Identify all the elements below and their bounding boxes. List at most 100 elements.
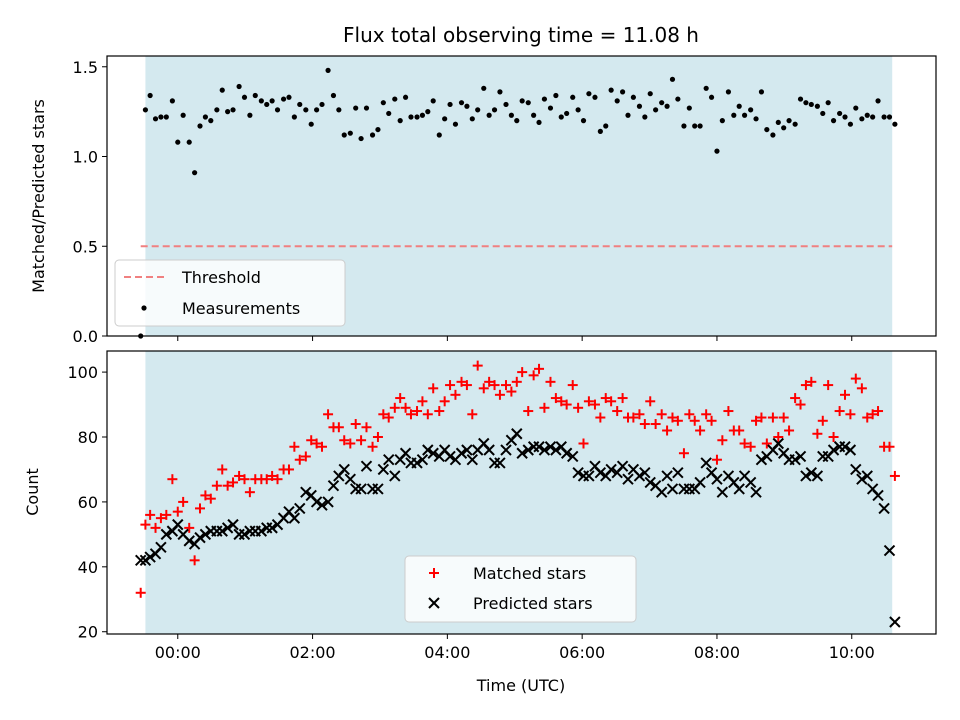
matched-star-marker: [422, 409, 433, 420]
measurement-point: [853, 105, 859, 111]
predicted-star-marker: [583, 470, 595, 482]
legend-matched-swatch: [429, 568, 439, 578]
matched-star-marker: [339, 435, 350, 446]
measurement-point: [497, 89, 503, 95]
matched-star-marker: [523, 406, 534, 417]
measurement-point: [731, 112, 737, 118]
measurement-point: [892, 121, 898, 127]
legend-matched-label: Matched stars: [473, 564, 586, 583]
measurement-point: [192, 170, 198, 176]
measurement-point: [397, 118, 403, 124]
matched-star-marker: [517, 367, 528, 378]
matched-star-marker: [539, 402, 550, 413]
matched-star-marker: [662, 425, 673, 436]
predicted-star-marker: [266, 522, 278, 534]
measurement-point: [536, 119, 542, 126]
matched-star-marker: [395, 393, 406, 404]
predicted-star-marker: [134, 554, 147, 567]
legend-threshold-label: Threshold: [181, 268, 261, 287]
measurement-point: [219, 87, 225, 93]
predicted-star-marker: [372, 483, 384, 495]
predicted-star-marker: [733, 483, 745, 495]
measurement-point: [875, 98, 881, 104]
ratio-x-ticks: [177, 336, 853, 341]
measurement-point: [208, 118, 214, 124]
measurement-point: [820, 110, 826, 117]
measurement-point: [319, 101, 325, 108]
measurement-point: [452, 121, 459, 127]
matched-star-marker: [234, 470, 245, 481]
predicted-star-marker: [811, 470, 824, 482]
matched-star-marker: [228, 477, 239, 488]
matched-star-marker: [356, 435, 367, 446]
measurement-point: [314, 107, 320, 113]
measurement-point: [402, 94, 409, 100]
matched-star-marker: [456, 376, 467, 387]
matched-star-marker: [806, 376, 817, 387]
matched-star-marker: [761, 438, 772, 449]
matched-star-marker: [873, 406, 884, 417]
predicted-star-marker: [750, 486, 762, 498]
matched-star-marker: [400, 402, 411, 413]
matched-star-marker: [823, 380, 834, 391]
matched-star-marker: [294, 454, 305, 465]
matched-star-marker: [862, 412, 873, 423]
predicted-star-marker: [567, 450, 579, 463]
measurement-point: [881, 114, 887, 120]
measurement-point: [202, 114, 209, 120]
matched-star-marker: [333, 422, 344, 433]
predicted-star-marker: [533, 441, 545, 453]
measurement-point: [347, 130, 353, 136]
matched-star-marker: [567, 380, 578, 391]
matched-star-marker: [300, 451, 311, 462]
predicted-star-marker: [560, 447, 573, 459]
matched-star-marker: [167, 474, 178, 485]
matched-star-marker: [717, 435, 728, 446]
y-tick-label: 1.5: [73, 58, 98, 77]
measurement-point: [531, 112, 537, 118]
measurement-point: [247, 112, 253, 118]
measurement-point: [274, 107, 281, 113]
ratio-legend-frame: [114, 259, 346, 327]
matched-star-marker: [800, 380, 811, 391]
matched-star-marker: [189, 555, 200, 566]
measurement-point: [264, 101, 270, 108]
predicted-star-marker: [755, 454, 768, 466]
ratio-legend: Threshold Measurements: [114, 259, 346, 327]
measurement-point: [503, 101, 509, 108]
measurement-point: [808, 101, 814, 108]
predicted-star-marker: [221, 522, 234, 534]
measurement-point: [214, 107, 220, 113]
matched-star-marker: [511, 376, 522, 387]
predicted-star-marker: [494, 457, 506, 469]
predicted-star-marker: [338, 463, 350, 476]
predicted-star-marker: [316, 499, 328, 511]
matched-star-marker: [617, 393, 628, 404]
predicted-star-marker: [594, 466, 607, 479]
measurement-point: [308, 121, 314, 127]
matched-star-marker: [684, 409, 695, 420]
predicted-star-marker: [633, 470, 646, 482]
predicted-star-marker: [744, 476, 757, 489]
measurement-point: [491, 107, 498, 113]
measurement-point: [642, 114, 648, 120]
predicted-star-marker: [522, 444, 534, 456]
measurement-point: [186, 139, 192, 145]
measurement-point: [280, 96, 287, 102]
matched-star-marker: [155, 513, 166, 524]
matched-star-marker: [656, 409, 667, 420]
matched-star-marker: [272, 474, 283, 485]
measurement-point: [825, 100, 831, 106]
measurement-point: [669, 76, 676, 82]
matched-star-marker: [200, 490, 211, 501]
predicted-star-marker: [500, 444, 512, 456]
legend-predicted-label: Predicted stars: [473, 594, 593, 613]
measurement-point: [636, 103, 643, 109]
matched-star-marker: [528, 370, 539, 381]
ratio-panel: 0.0 0.5 1.0 1.5 Matched/Predicted stars Thr…: [29, 55, 937, 346]
predicted-star-marker: [310, 496, 323, 508]
measurement-point: [241, 94, 248, 100]
matched-star-marker: [467, 409, 478, 420]
measurement-point: [653, 107, 659, 113]
